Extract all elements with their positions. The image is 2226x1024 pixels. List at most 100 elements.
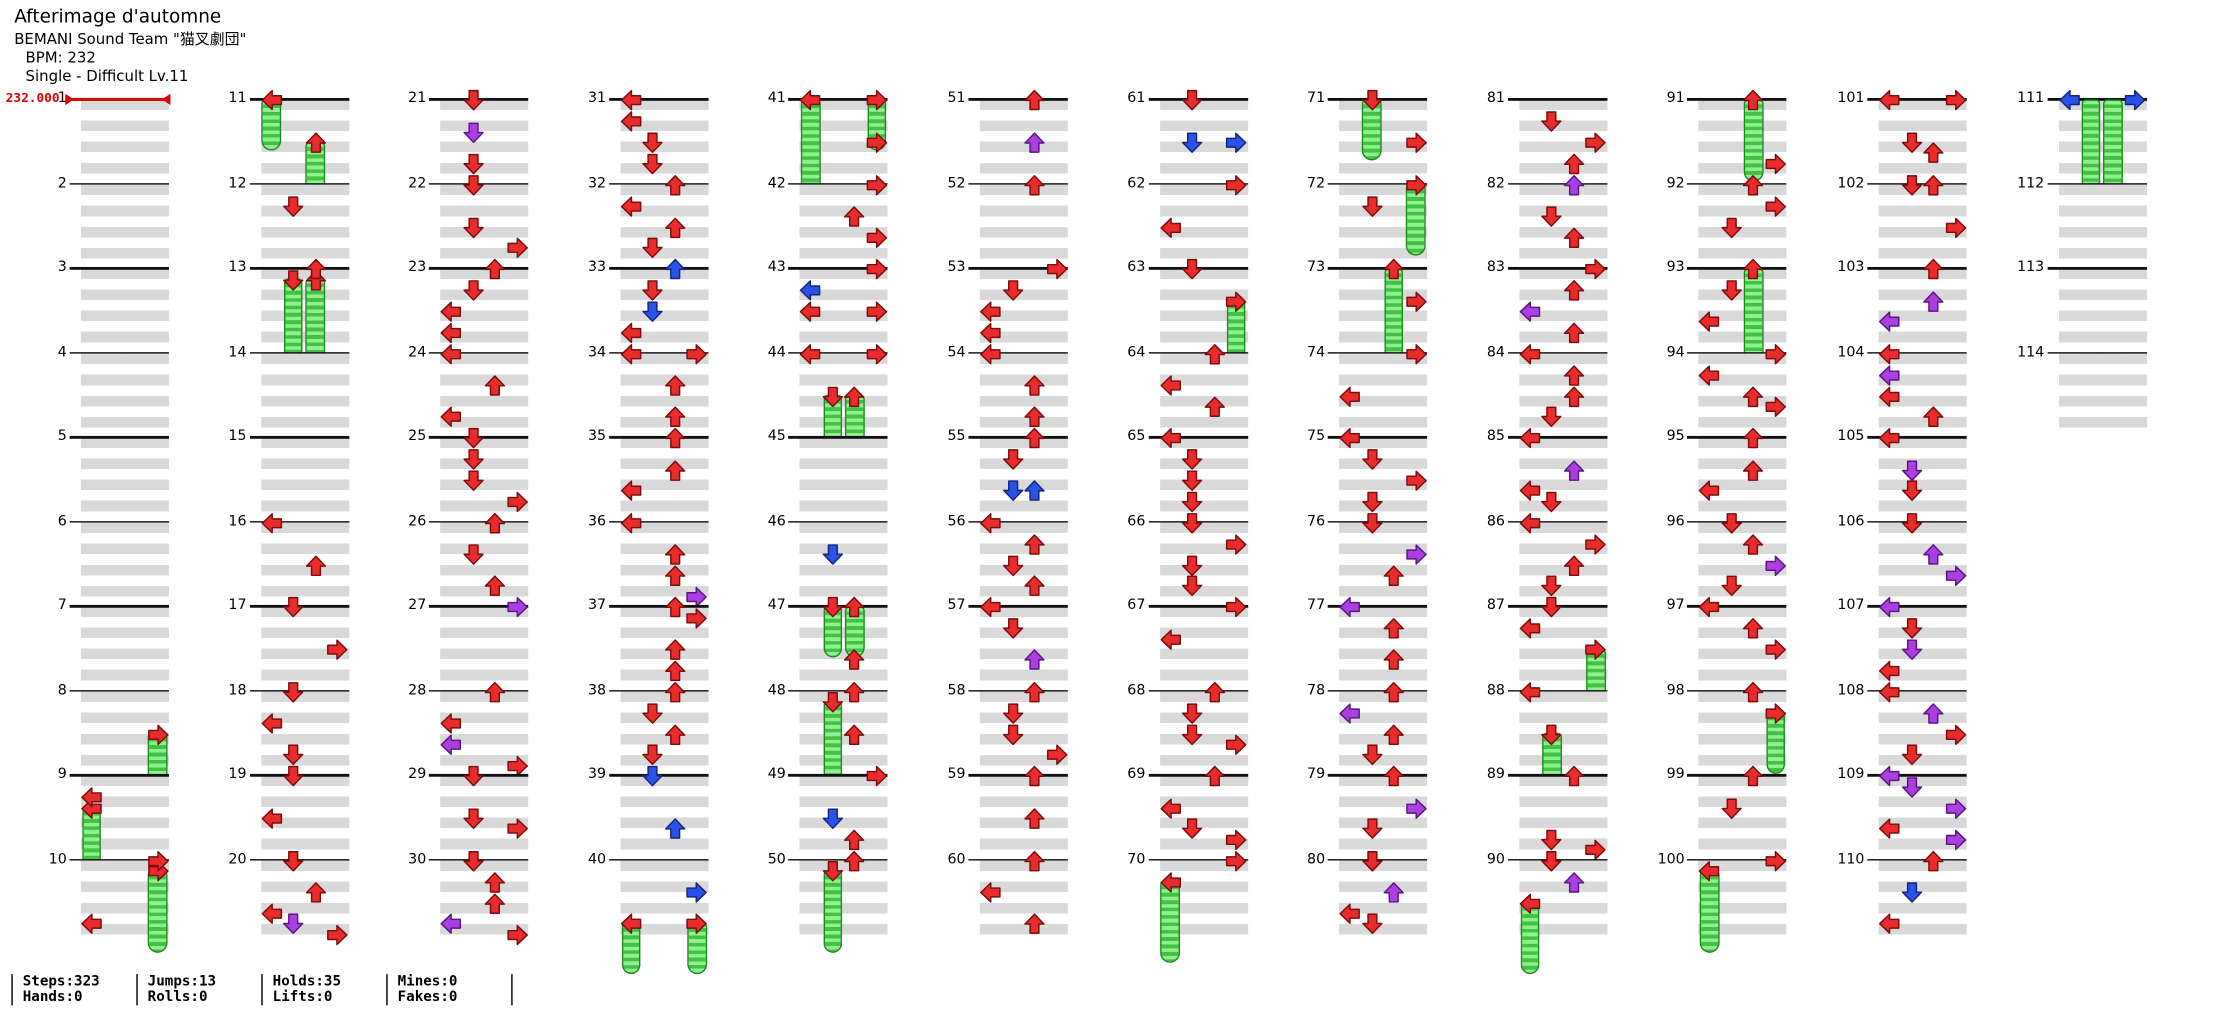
arrow-up-icon [1743, 174, 1764, 196]
measure-line [1148, 98, 1248, 101]
measure-number: 89 [1486, 766, 1505, 783]
measure-number: 86 [1486, 513, 1505, 529]
hold-bar [1743, 99, 1764, 182]
arrow-down-icon [1901, 481, 1922, 502]
arrow-down-icon [283, 195, 304, 217]
measure-line [608, 351, 709, 354]
arrow-down-icon [1541, 111, 1562, 132]
measure: 87 [1487, 597, 1608, 742]
arrow-left-icon [1339, 702, 1361, 724]
measure-number: 57 [947, 597, 966, 614]
measure: 43 [768, 259, 889, 353]
arrow-down-icon [642, 280, 664, 301]
measure-line [1867, 351, 1967, 354]
bpm-marker-left-cap [65, 93, 74, 106]
measure-line [1148, 774, 1248, 777]
arrow-up-icon [1024, 90, 1045, 111]
measure-line [429, 351, 529, 354]
arrow-left-icon [620, 195, 642, 217]
measure-number: 25 [408, 428, 427, 445]
arrow-down-icon [1182, 491, 1203, 513]
arrow-right-icon [1765, 702, 1786, 724]
arrow-up-icon [1743, 766, 1764, 787]
arrow-right-icon [866, 174, 888, 196]
measure-number: 3 [57, 259, 67, 276]
hold-bar [1160, 880, 1180, 964]
measure-line [608, 182, 709, 185]
measure-line [1507, 858, 1608, 861]
arrow-up-icon [1024, 575, 1045, 597]
arrow-left-icon [1878, 597, 1900, 618]
arrow-right-icon [1585, 639, 1607, 660]
arrow-up-icon [1204, 396, 1225, 417]
measure: 20 [228, 850, 349, 945]
arrow-right-icon [866, 343, 888, 365]
arrow-left-icon [1699, 364, 1720, 386]
measure: 55 [948, 428, 1068, 522]
measure-number: 54 [947, 344, 966, 360]
measure-line [1867, 774, 1967, 777]
measure: 41 [768, 90, 889, 256]
measure-number: 26 [408, 513, 427, 529]
stat-jumps: Jumps:13 [147, 974, 217, 990]
measure-line [429, 98, 529, 101]
arrow-right-icon [1226, 734, 1247, 755]
measure: 7 [58, 598, 169, 691]
measure-line [608, 520, 709, 523]
measure: 52 [948, 174, 1068, 269]
song-difficulty: Single - Difficult Lv.11 [25, 68, 189, 86]
measure-line [968, 605, 1068, 608]
arrow-down-icon [283, 745, 304, 766]
measure-line [69, 605, 169, 608]
measure: 14 [228, 344, 349, 438]
stat-rolls: Rolls:0 [147, 989, 208, 1006]
measure-number: 79 [1307, 766, 1326, 783]
measure-line [608, 858, 709, 861]
arrow-down-icon [1182, 449, 1203, 470]
arrow-left-icon [261, 808, 282, 829]
arrow-down-icon [1361, 491, 1383, 513]
measure: 76 [1307, 512, 1428, 607]
measure-line [1507, 182, 1608, 185]
arrow-right-icon [1765, 343, 1786, 365]
measure-number: 13 [228, 259, 247, 276]
measure: 36 [588, 512, 709, 608]
measure-line [1507, 605, 1608, 608]
arrow-up-icon [1024, 174, 1045, 196]
measure-number: 37 [587, 597, 607, 614]
arrow-left-icon [1519, 512, 1540, 534]
arrow-down-icon [1361, 195, 1383, 217]
measure: 65 [1127, 428, 1248, 522]
arrow-down-icon [1541, 850, 1562, 872]
arrow-up-icon [664, 459, 686, 481]
measure: 101 [1837, 90, 1967, 184]
measure-number: 30 [408, 851, 427, 867]
arrow-down-icon [1901, 639, 1922, 660]
measure-number: 98 [1666, 682, 1685, 698]
measure-number: 112 [2017, 175, 2045, 191]
arrow-right-icon [866, 132, 888, 153]
measure-number: 85 [1486, 428, 1505, 445]
arrow-left-icon [1159, 797, 1181, 819]
measure-number: 28 [408, 682, 427, 698]
measure-line [429, 267, 529, 270]
arrow-left-icon [800, 343, 821, 365]
arrow-right-icon [1405, 343, 1427, 365]
arrow-down-icon [1361, 512, 1383, 534]
measure-line [1867, 98, 1967, 101]
measure-line [1327, 182, 1428, 185]
arrow-down-icon [822, 597, 843, 618]
measure: 3 [58, 260, 169, 353]
measure-line [788, 267, 889, 270]
arrow-down-icon [283, 914, 304, 935]
measure: 114 [2017, 344, 2147, 438]
arrow-left-icon [1519, 892, 1540, 914]
measure-line [1148, 182, 1248, 185]
measure-number: 75 [1307, 428, 1326, 445]
measure-line [1687, 351, 1787, 354]
measure-line [608, 774, 709, 777]
measure-line [249, 858, 349, 861]
measure-line [1327, 774, 1428, 777]
measure-line [1148, 520, 1248, 523]
